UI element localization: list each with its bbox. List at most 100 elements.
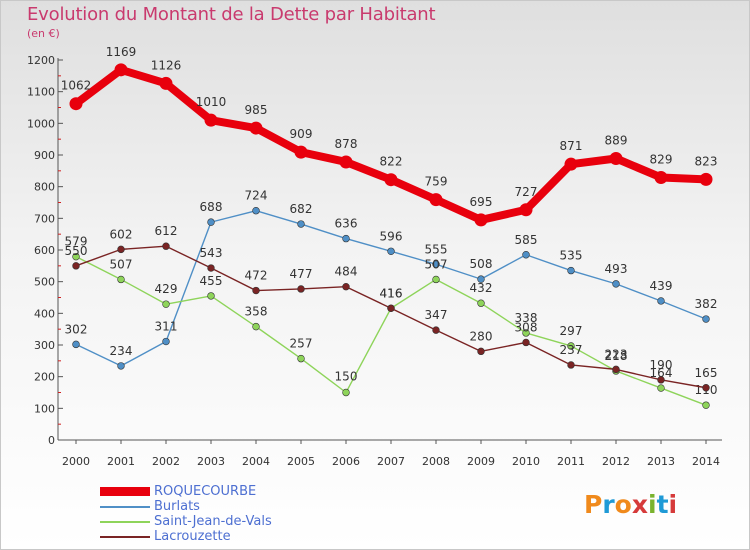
data-point-saint-jean-de-vals [477,299,485,307]
logo-letter: i [668,490,678,519]
y-tick-label: 900 [34,149,55,162]
data-point-burlats [702,315,710,323]
data-point-burlats [297,220,305,228]
data-label-lacrouzette: 165 [695,366,718,380]
data-point-burlats [72,340,80,349]
data-label-roquecourbe: 871 [560,139,583,153]
data-label-roquecourbe: 823 [695,154,718,168]
legend-swatch [100,506,150,508]
y-tick-label: 600 [34,244,55,257]
logo-letter: t [656,490,669,519]
legend-label: ROQUECOURBE [154,484,257,499]
x-tick-label: 2008 [422,455,450,468]
logo-letter: o [614,490,632,519]
data-label-saint-jean-de-vals: 150 [335,370,358,384]
data-label-saint-jean-de-vals: 164 [650,366,673,380]
data-point-roquecourbe [474,213,488,227]
legend-label: Saint-Jean-de-Vals [154,514,272,529]
x-tick-label: 2007 [377,455,405,468]
data-point-saint-jean-de-vals [252,322,260,331]
data-label-lacrouzette: 543 [200,246,223,260]
data-label-saint-jean-de-vals: 358 [245,305,268,319]
data-label-burlats: 636 [335,217,358,231]
data-label-saint-jean-de-vals: 257 [290,337,313,351]
data-point-burlats [522,251,530,259]
legend-swatch [100,521,150,523]
data-point-burlats [612,280,620,288]
data-point-lacrouzette [477,347,485,356]
data-label-lacrouzette: 280 [470,329,493,343]
y-tick-label: 400 [34,307,55,320]
data-point-roquecourbe [294,145,308,159]
y-tick-label: 700 [34,212,55,225]
logo-letter: P [584,490,603,519]
legend-swatch [100,487,150,496]
x-tick-label: 2004 [242,455,270,468]
x-tick-label: 2009 [467,455,495,468]
x-tick-label: 2001 [107,455,135,468]
data-point-roquecourbe [519,203,533,217]
data-point-lacrouzette [522,338,530,347]
data-point-saint-jean-de-vals [432,275,440,284]
data-label-lacrouzette: 550 [65,244,88,258]
data-label-burlats: 688 [200,200,223,214]
data-label-lacrouzette: 472 [245,269,268,283]
y-tick-label: 800 [34,181,55,194]
data-label-burlats: 724 [245,189,268,203]
data-label-saint-jean-de-vals: 416 [380,286,403,300]
data-label-roquecourbe: 889 [605,133,628,147]
data-label-lacrouzette: 347 [425,308,448,322]
x-tick-label: 2014 [692,455,720,468]
proxiti-logo: Proxiti [584,490,677,519]
data-point-lacrouzette [207,264,215,272]
data-label-roquecourbe: 727 [515,185,538,199]
data-point-roquecourbe [429,193,443,207]
y-tick-label: 200 [34,371,55,384]
data-point-lacrouzette [702,384,710,392]
data-label-saint-jean-de-vals: 297 [560,324,583,338]
data-point-burlats [252,207,260,215]
data-label-roquecourbe: 909 [290,127,313,141]
chart-subtitle: (en €) [27,27,60,40]
data-label-saint-jean-de-vals: 218 [605,349,628,363]
data-label-lacrouzette: 237 [560,343,583,357]
x-tick-label: 2011 [557,455,585,468]
x-tick-label: 2010 [512,455,540,468]
data-label-lacrouzette: 602 [110,227,133,241]
legend-label: Burlats [154,499,200,514]
y-tick-label: 1200 [27,54,55,67]
legend-label: Lacrouzette [154,529,231,544]
x-tick-label: 2003 [197,455,225,468]
data-label-saint-jean-de-vals: 432 [470,281,493,295]
data-label-roquecourbe: 1062 [61,79,92,93]
data-point-burlats [342,234,350,243]
data-point-roquecourbe [564,157,578,171]
data-point-roquecourbe [384,173,398,187]
data-point-lacrouzette [432,326,440,334]
y-tick-label: 1100 [27,86,55,99]
x-tick-label: 2012 [602,455,630,468]
data-point-roquecourbe [69,97,83,111]
data-label-saint-jean-de-vals: 429 [155,282,178,296]
data-label-roquecourbe: 829 [650,152,673,166]
data-label-burlats: 555 [425,242,448,256]
logo-letter: r [602,490,615,519]
data-label-lacrouzette: 484 [335,265,358,279]
data-point-saint-jean-de-vals [567,342,575,350]
chart-title: Evolution du Montant de la Dette par Hab… [27,4,436,25]
data-label-burlats: 382 [695,297,718,311]
y-tick-label: 300 [34,339,55,352]
y-tick-label: 500 [34,276,55,289]
data-label-roquecourbe: 878 [335,137,358,151]
data-point-burlats [657,297,665,305]
data-point-lacrouzette [297,285,305,293]
x-tick-label: 2002 [152,455,180,468]
data-label-lacrouzette: 190 [650,358,673,372]
data-point-lacrouzette [567,361,575,369]
data-point-lacrouzette [342,283,350,291]
data-point-roquecourbe [609,151,623,165]
data-label-lacrouzette: 308 [515,320,538,334]
y-tick-label: 1000 [27,117,55,130]
